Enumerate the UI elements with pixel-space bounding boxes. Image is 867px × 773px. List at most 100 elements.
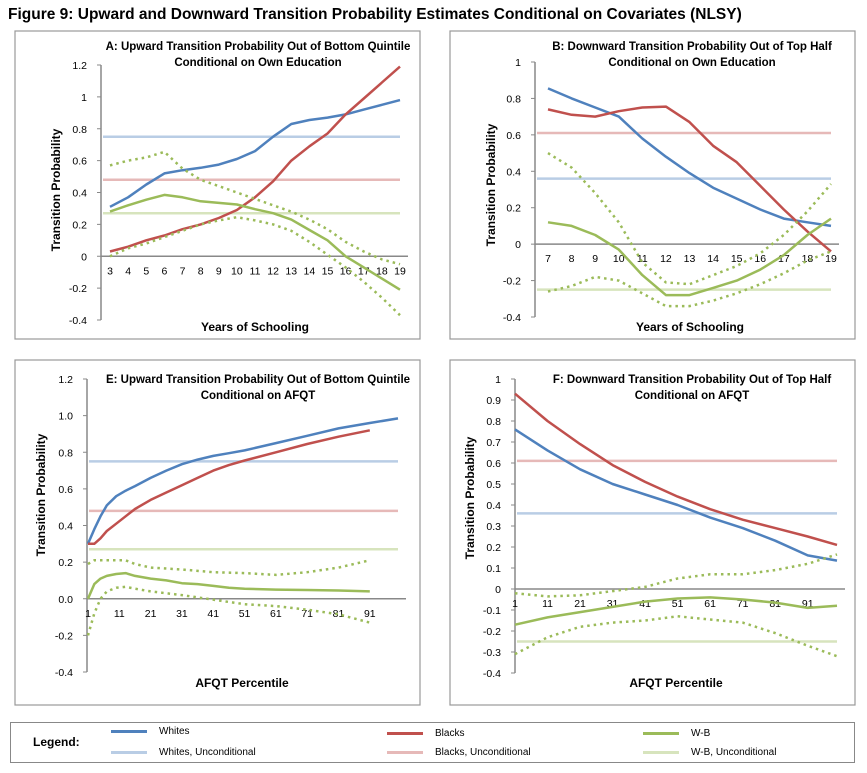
legend-label: W-B xyxy=(691,728,711,739)
y-axis-title: Transition Probability xyxy=(484,123,498,246)
legend-item-blacks-unconditional: Blacks, Unconditional xyxy=(387,747,531,758)
series-line-w-b-lower-ci xyxy=(109,215,401,317)
x-tick-label: 11 xyxy=(250,265,261,277)
legend-swatch xyxy=(111,751,147,754)
x-tick-label: 5 xyxy=(143,265,149,277)
series-line-whites xyxy=(547,87,832,228)
series-line-w-b-upper-ci xyxy=(109,150,401,266)
y-tick-label: 0 xyxy=(495,584,501,596)
x-tick-label: 61 xyxy=(270,608,282,620)
x-tick-label: 19 xyxy=(825,253,837,265)
x-tick-label: 10 xyxy=(231,265,243,277)
x-tick-label: 13 xyxy=(684,253,696,265)
panel-border xyxy=(449,30,856,340)
series-line-blacks xyxy=(88,429,371,546)
legend-item-blacks: Blacks xyxy=(387,728,464,739)
y-tick-label: 0.4 xyxy=(58,521,73,533)
x-tick-label: 18 xyxy=(376,265,388,277)
y-tick-label: -0.1 xyxy=(483,605,501,617)
legend: Legend: Whites Blacks W-B Whites, Uncond… xyxy=(10,722,855,763)
chart-title: F: Downward Transition Probability Out o… xyxy=(553,374,832,386)
series-line-w-b xyxy=(109,193,401,291)
y-tick-label: 0.1 xyxy=(486,563,501,575)
x-tick-label: 13 xyxy=(285,265,297,277)
legend-item-wb: W-B xyxy=(643,728,710,739)
y-tick-label: 0.6 xyxy=(72,156,87,168)
chart-title: B: Downward Transition Probability Out o… xyxy=(552,41,832,53)
x-axis-title: Years of Schooling xyxy=(201,320,309,334)
y-tick-label: -0.4 xyxy=(503,312,521,324)
x-tick-label: 9 xyxy=(592,253,598,265)
chart-panel-a: A: Upward Transition Probability Out of … xyxy=(14,30,421,340)
chart-title: E: Upward Transition Probability Out of … xyxy=(106,374,410,386)
y-axis-title: Transition Probability xyxy=(463,436,477,559)
x-tick-label: 15 xyxy=(322,265,334,277)
x-tick-label: 17 xyxy=(778,253,790,265)
y-tick-label: -0.3 xyxy=(483,647,501,659)
x-tick-label: 61 xyxy=(704,598,716,610)
x-tick-label: 16 xyxy=(340,265,352,277)
x-axis-title: AFQT Percentile xyxy=(629,676,723,690)
x-tick-label: 51 xyxy=(672,598,684,610)
y-tick-label: 0.2 xyxy=(486,542,501,554)
y-tick-label: 0.0 xyxy=(58,594,73,606)
series-line-whites xyxy=(514,428,838,562)
y-tick-label: 0 xyxy=(515,239,521,251)
y-tick-label: 0.7 xyxy=(486,437,501,449)
series-line-w-b-upper-ci xyxy=(87,559,371,577)
y-tick-label: 1.2 xyxy=(58,374,73,386)
x-tick-label: 1 xyxy=(85,608,91,620)
x-tick-label: 11 xyxy=(637,253,648,265)
chart-panel-b: B: Downward Transition Probability Out o… xyxy=(449,30,856,340)
y-tick-label: 0.2 xyxy=(58,557,73,569)
legend-label: Whites, Unconditional xyxy=(159,747,256,758)
y-tick-label: 1.2 xyxy=(72,60,87,72)
x-tick-label: 18 xyxy=(802,253,814,265)
legend-swatch xyxy=(387,751,423,754)
y-tick-label: 0.4 xyxy=(506,166,521,178)
series-line-blacks xyxy=(547,105,832,253)
x-tick-label: 3 xyxy=(107,265,113,277)
x-tick-label: 8 xyxy=(198,265,204,277)
y-tick-label: 0.2 xyxy=(506,203,521,215)
y-tick-label: 1 xyxy=(81,92,87,104)
y-tick-label: 0.3 xyxy=(486,521,501,533)
x-tick-label: 12 xyxy=(267,265,279,277)
x-tick-label: 6 xyxy=(161,265,167,277)
y-tick-label: 0.6 xyxy=(506,130,521,142)
chart-title: Conditional on AFQT xyxy=(201,390,316,402)
y-tick-label: -0.2 xyxy=(503,276,521,288)
legend-swatch xyxy=(111,730,147,733)
x-axis-title: Years of Schooling xyxy=(636,320,744,334)
x-tick-label: 7 xyxy=(545,253,551,265)
series-line-blacks xyxy=(109,65,401,253)
y-tick-label: 0.6 xyxy=(486,458,501,470)
x-tick-label: 4 xyxy=(125,265,131,277)
legend-item-whites: Whites xyxy=(111,726,190,737)
series-line-w-b-lower-ci xyxy=(514,615,838,658)
y-tick-label: -0.2 xyxy=(55,630,73,642)
chart-title: Conditional on Own Education xyxy=(174,57,341,69)
y-tick-label: 0.2 xyxy=(72,219,87,231)
x-tick-label: 31 xyxy=(607,598,619,610)
series-line-w-b xyxy=(514,596,838,626)
x-tick-label: 7 xyxy=(180,265,186,277)
y-tick-label: 0.8 xyxy=(486,416,501,428)
y-tick-label: 1 xyxy=(515,57,521,69)
y-tick-label: 0.5 xyxy=(486,479,501,491)
legend-swatch xyxy=(643,732,679,735)
y-tick-label: -0.4 xyxy=(483,668,501,680)
chart-panel-f: F: Downward Transition Probability Out o… xyxy=(449,359,856,706)
x-tick-label: 81 xyxy=(333,608,345,620)
chart-title: Conditional on Own Education xyxy=(608,57,775,69)
panel-border xyxy=(14,30,421,340)
figure-title: Figure 9: Upward and Downward Transition… xyxy=(8,6,742,23)
y-tick-label: -0.4 xyxy=(55,667,73,679)
chart-title: A: Upward Transition Probability Out of … xyxy=(106,41,411,53)
x-tick-label: 8 xyxy=(569,253,575,265)
series-line-w-b-upper-ci xyxy=(514,553,838,598)
y-tick-label: -0.4 xyxy=(69,315,87,327)
series-line-whites xyxy=(86,417,399,545)
y-tick-label: -0.2 xyxy=(483,626,501,638)
